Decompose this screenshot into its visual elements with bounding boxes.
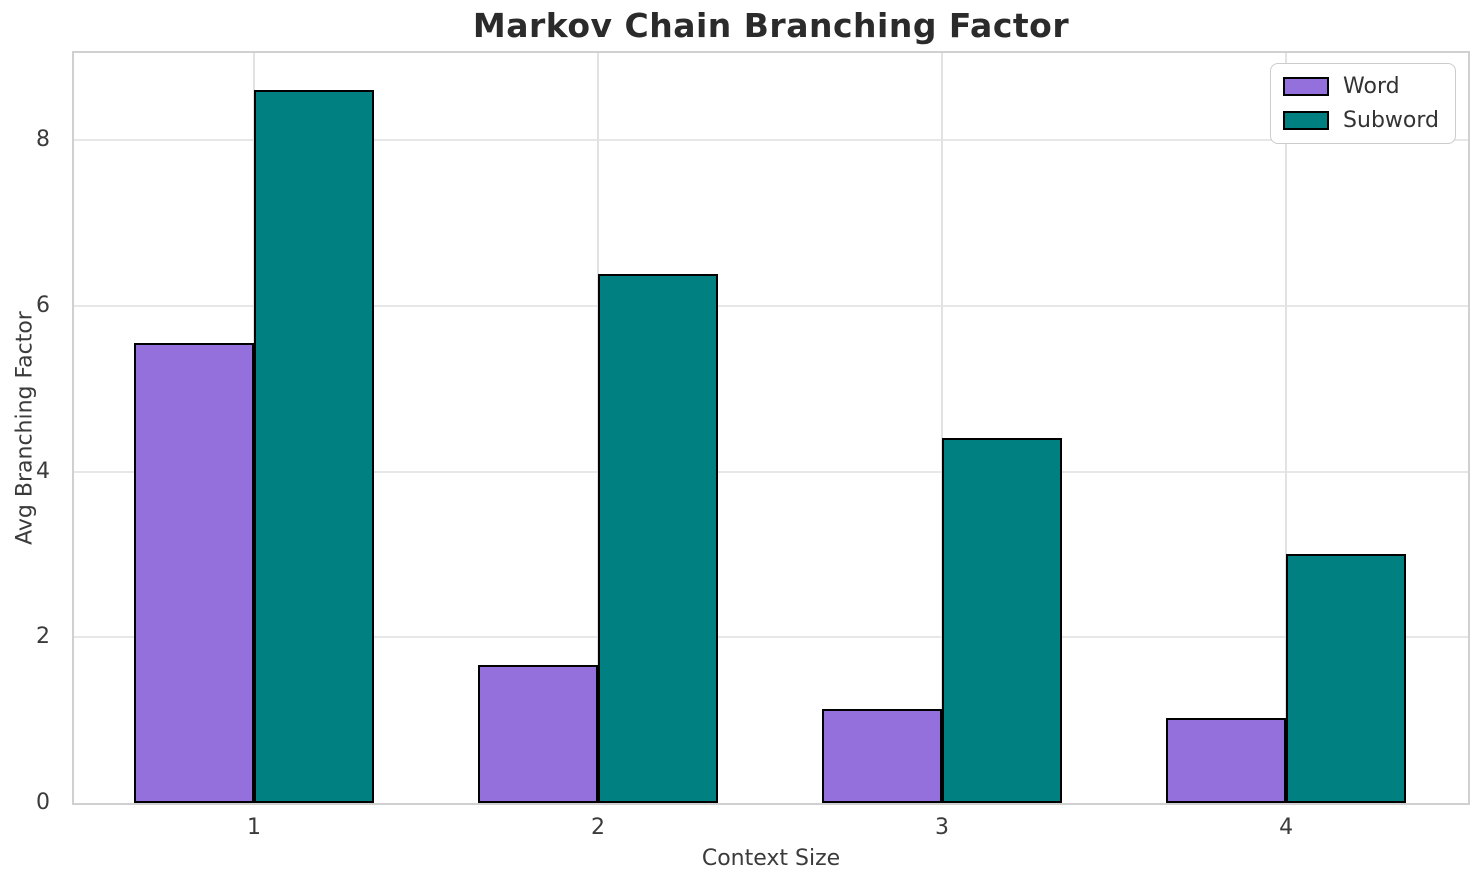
bar-word-context-4 bbox=[1166, 717, 1287, 803]
y-tick-0: 0 bbox=[36, 790, 50, 815]
legend-label-subword: Subword bbox=[1343, 108, 1439, 133]
x-tick-3: 3 bbox=[935, 815, 950, 840]
legend-label-word: Word bbox=[1343, 74, 1400, 99]
gridline-y-4 bbox=[74, 470, 1468, 473]
y-tick-2: 2 bbox=[36, 624, 50, 650]
x-axis-ticks: 1 2 3 4 bbox=[74, 814, 1468, 844]
bar-word-context-2 bbox=[477, 664, 598, 803]
bar-subword-context-3 bbox=[942, 437, 1063, 803]
y-axis-ticks: 0 2 4 6 8 bbox=[0, 53, 62, 815]
bar-subword-context-2 bbox=[598, 274, 719, 803]
x-tick-2: 2 bbox=[591, 815, 605, 840]
bar-word-context-3 bbox=[822, 709, 943, 803]
bar-subword-context-4 bbox=[1286, 553, 1407, 803]
y-tick-6: 6 bbox=[36, 292, 50, 318]
legend-item-word: Word bbox=[1283, 74, 1439, 99]
x-tick-1: 1 bbox=[246, 815, 261, 840]
subword-series-swatch bbox=[1283, 111, 1330, 130]
gridline-x-3 bbox=[941, 53, 944, 803]
gridline-y-2 bbox=[74, 636, 1468, 639]
y-tick-8: 8 bbox=[36, 127, 50, 153]
chart-title: Markov Chain Branching Factor bbox=[472, 6, 1070, 45]
bar-subword-context-1 bbox=[253, 90, 374, 803]
gridline-x-4 bbox=[1285, 53, 1288, 803]
word-series-swatch bbox=[1283, 77, 1330, 96]
legend-item-subword: Subword bbox=[1283, 108, 1439, 133]
gridline-y-8 bbox=[74, 139, 1468, 142]
plot-area: Word Subword bbox=[72, 51, 1470, 805]
x-tick-4: 4 bbox=[1279, 815, 1294, 840]
legend: Word Subword bbox=[1270, 63, 1456, 144]
gridline-y-6 bbox=[74, 304, 1468, 307]
x-axis-label: Context Size bbox=[701, 846, 841, 871]
y-tick-4: 4 bbox=[36, 458, 50, 484]
bar-word-context-1 bbox=[133, 343, 254, 803]
